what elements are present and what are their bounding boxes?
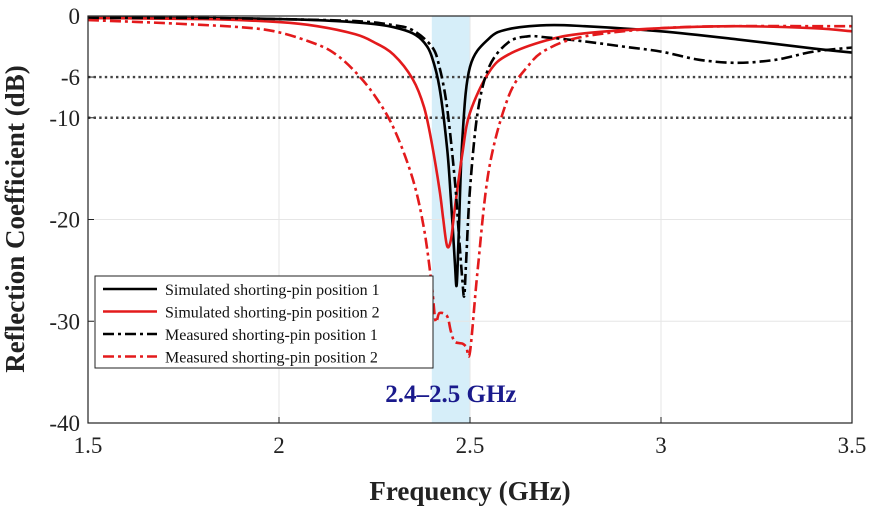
y-tick-label: -30: [49, 309, 80, 334]
legend-label: Simulated shorting-pin position 1: [165, 282, 380, 299]
x-axis-label: Frequency (GHz): [369, 476, 570, 506]
series-line-4: [87, 18, 853, 358]
tick-layer: 1.5 2 2.5 3 3.5 0 -6 -10 -20 -30 -40: [49, 4, 866, 458]
y-tick-label: 0: [69, 4, 81, 29]
x-tick-label: 2.5: [456, 433, 485, 458]
legend-box: [94, 275, 434, 369]
legend-label: Simulated shorting-pin position 2: [165, 305, 380, 322]
y-tick-label: -10: [49, 106, 80, 131]
series-line-1: [87, 16, 853, 288]
series-line-3: [87, 16, 853, 298]
x-tick-label: 3.5: [838, 433, 867, 458]
reference-lines: [88, 75, 852, 119]
band-label: 2.4–2.5 GHz: [385, 381, 516, 408]
x-tick-label: 3: [655, 433, 667, 458]
y-tick-label: -40: [49, 411, 80, 436]
series-layer: [87, 16, 853, 358]
series-line-2: [87, 16, 853, 249]
x-tick-label: 2: [273, 433, 285, 458]
legend: Simulated shorting-pin position 1 Simulat…: [94, 275, 434, 369]
y-axis-label: Reflection Coefficient (dB): [0, 65, 30, 372]
legend-label: Measured shorting-pin position 1: [165, 327, 378, 344]
grid-layer: [88, 16, 852, 423]
x-tick-label: 1.5: [74, 433, 103, 458]
legend-label: Measured shorting-pin position 2: [165, 350, 378, 367]
y-tick-label: -6: [61, 65, 80, 90]
y-tick-label: -20: [49, 208, 80, 233]
